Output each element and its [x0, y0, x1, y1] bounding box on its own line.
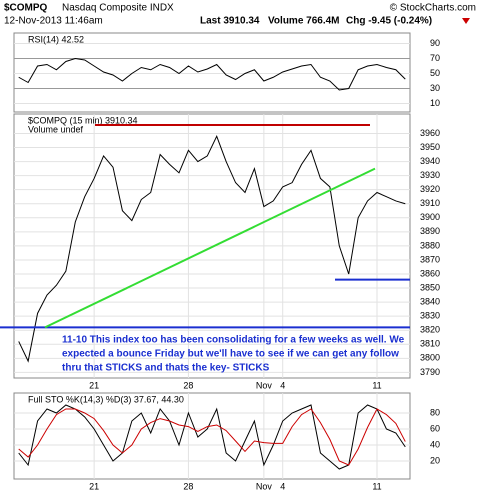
index-name: Nasdaq Composite INDX — [62, 3, 174, 14]
x-tick-label: Nov — [256, 481, 273, 491]
y-tick-label: 3880 — [420, 240, 440, 250]
x-tick-label: 4 — [280, 380, 285, 390]
y-tick-label: 3830 — [420, 311, 440, 321]
x-tick-label: 4 — [280, 481, 285, 491]
y-tick-label: 3840 — [420, 296, 440, 306]
y-tick-label: 20 — [430, 455, 440, 465]
y-tick-label: 3890 — [420, 226, 440, 236]
y-tick-label: 3800 — [420, 353, 440, 363]
y-tick-label: 3910 — [420, 198, 440, 208]
y-tick-label: 3900 — [420, 212, 440, 222]
panel-title: RSI(14) 42.52 — [28, 34, 84, 44]
volume: Volume 766.4M — [268, 16, 340, 27]
y-tick-label: 3820 — [420, 325, 440, 335]
annotation: thru that STICKS and thats the key- STIC… — [62, 363, 270, 374]
y-tick-label: 70 — [430, 53, 440, 63]
y-tick-label: 3950 — [420, 142, 440, 152]
y-tick-label: 3940 — [420, 156, 440, 166]
x-tick-label: 21 — [89, 380, 99, 390]
y-tick-label: 60 — [430, 423, 440, 433]
panel — [13, 392, 411, 480]
change: Chg -9.45 (-0.24%) — [346, 16, 432, 27]
series-line — [18, 57, 406, 91]
annotation: expected a bounce Friday but we'll have … — [62, 349, 399, 360]
copyright: © StockCharts.com — [390, 3, 476, 14]
y-tick-label: 3850 — [420, 282, 440, 292]
panel-title: Full STO %K(14,3) %D(3) 37.67, 44.30 — [28, 394, 184, 404]
y-tick-label: 90 — [430, 38, 440, 48]
y-tick-label: 3860 — [420, 268, 440, 278]
x-tick-label: 11 — [372, 380, 381, 390]
y-tick-label: 10 — [430, 98, 440, 108]
y-tick-label: 3920 — [420, 184, 440, 194]
series-line — [18, 134, 406, 363]
series-line — [18, 408, 406, 466]
panel-subtitle: Volume undef — [28, 124, 84, 134]
y-tick-label: 3790 — [420, 367, 440, 377]
y-tick-label: 3870 — [420, 254, 440, 264]
down-arrow — [462, 18, 470, 24]
y-tick-label: 3930 — [420, 170, 440, 180]
x-tick-label: 28 — [183, 380, 193, 390]
y-tick-label: 3960 — [420, 128, 440, 138]
symbol: $COMPQ — [4, 3, 48, 14]
y-tick-label: 3810 — [420, 339, 440, 349]
y-tick-label: 40 — [430, 439, 440, 449]
last: Last 3910.34 — [200, 16, 260, 27]
series-line — [18, 404, 406, 470]
x-tick-label: Nov — [256, 380, 273, 390]
x-tick-label: 21 — [89, 481, 99, 491]
date: 12-Nov-2013 11:46am — [4, 16, 103, 27]
panel — [13, 32, 411, 113]
x-tick-label: 28 — [183, 481, 193, 491]
panel-title: $COMPQ (15 min) 3910.34 — [28, 115, 138, 125]
y-tick-label: 80 — [430, 407, 440, 417]
y-tick-label: 50 — [430, 68, 440, 78]
y-tick-label: 30 — [430, 83, 440, 93]
x-tick-label: 11 — [372, 481, 381, 491]
trend-line — [44, 167, 376, 329]
annotation: 11-10 This index too has been consolidat… — [62, 335, 405, 346]
